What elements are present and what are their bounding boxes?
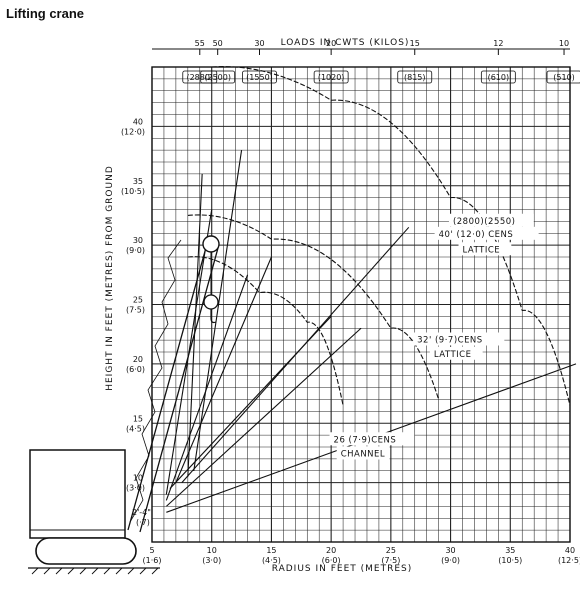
series-label: 32' (9·7)CENS <box>417 336 483 346</box>
series-label: CHANNEL <box>341 450 385 460</box>
series-label: 26 (7·9)CENS <box>334 435 397 445</box>
top-tick-box-label: (2880) <box>186 73 213 82</box>
top-axis-title: LOADS IN CWTS (KILOS) <box>281 38 410 48</box>
x-tick-sublabel: (4·5) <box>262 556 281 565</box>
top-tick-label: 30 <box>254 39 264 48</box>
top-tick-box <box>480 70 516 84</box>
x-tick-label: 10 <box>207 546 217 555</box>
x-tick-label: 15 <box>266 546 276 555</box>
mast-foot-label: 2'-4" <box>132 508 151 517</box>
x-tick-label: 25 <box>386 546 396 555</box>
top-tick-box <box>313 70 349 84</box>
x-tick-label: 40 <box>565 546 575 555</box>
ground-hatching <box>31 567 159 575</box>
x-tick-sublabel: (3·0) <box>202 556 221 565</box>
y-tick-label: 35 <box>133 177 143 186</box>
series-label: 40' (12·0) CENS <box>439 230 514 240</box>
series-label-bg <box>458 242 512 256</box>
top-tick-box <box>242 70 277 84</box>
series-label: LATTICE <box>434 350 472 360</box>
top-tick-box-label: (610) <box>488 73 510 82</box>
x-axis-title: RADIUS IN FEET (METRES) <box>272 564 413 574</box>
y-tick-sublabel: (6·0) <box>126 365 145 374</box>
top-tick-label: 12 <box>493 39 503 48</box>
series-arc <box>211 66 571 406</box>
top-tick-box-label: (815) <box>404 73 426 82</box>
x-tick-label: 20 <box>326 546 336 555</box>
x-tick-sublabel: (9·0) <box>441 556 460 565</box>
y-tick-label: 20 <box>133 355 143 364</box>
x-tick-label: 30 <box>445 546 455 555</box>
axis-ticks: 5(1·6)10(3·0)15(4·5)20(6·0)25(7·5)30(9·0… <box>121 39 580 565</box>
x-tick-sublabel: (12·5) <box>558 556 580 565</box>
jib-position-line <box>165 327 362 507</box>
series-label: LATTICE <box>463 245 501 255</box>
top-tick-box-label: (1550) <box>246 73 273 82</box>
y-axis-title: HEIGHT IN FEET (METRES) FROM GROUND <box>105 165 115 391</box>
top-tick-box-label: (1020) <box>318 73 345 82</box>
series-label-bg <box>429 346 483 360</box>
jib-lattice <box>129 239 182 523</box>
jib-head-sheave <box>202 235 220 253</box>
top-tick-label: 10 <box>559 39 569 48</box>
series-label-bg <box>448 213 534 227</box>
top-tick-box-label: (2500) <box>204 73 231 82</box>
y-tick-sublabel: (4·5) <box>126 424 145 433</box>
crane-illustration <box>28 235 220 575</box>
top-tick-box <box>397 70 433 84</box>
top-tick-box-label: (510) <box>553 73 575 82</box>
page-title: Lifting crane <box>6 6 85 21</box>
y-tick-sublabel: (10·5) <box>121 187 145 196</box>
x-tick-sublabel: (6·0) <box>322 556 341 565</box>
y-tick-sublabel: (3·0) <box>126 484 145 493</box>
top-tick-label: 20 <box>326 39 336 48</box>
series-arc <box>187 214 440 400</box>
crane-cab <box>29 449 126 539</box>
jib-position-line <box>175 256 272 483</box>
jib-position-line <box>181 226 410 483</box>
x-tick-sublabel: (7·5) <box>381 556 400 565</box>
hook-block <box>203 294 219 310</box>
y-tick-sublabel: (7·5) <box>126 306 145 315</box>
y-tick-sublabel: (12·0) <box>121 127 145 136</box>
jib-position-line <box>193 150 243 471</box>
x-tick-sublabel: (1·6) <box>143 556 162 565</box>
series-label-bg <box>434 226 539 240</box>
y-tick-sublabel: (9·0) <box>126 246 145 255</box>
series-label: (2800)(2550) <box>453 217 516 227</box>
crane-track <box>35 537 137 565</box>
series-labels: (2800)(2550) 40' (12·0) CENS LATTICE 32' (9… <box>329 213 539 460</box>
top-tick-label: 15 <box>410 39 420 48</box>
top-tick-box <box>200 70 236 84</box>
series-label-bg <box>336 446 390 460</box>
crane-jib <box>127 243 219 533</box>
hook <box>210 309 217 324</box>
mast-foot-sublabel: (·7) <box>136 518 150 527</box>
x-tick-sublabel: (10·5) <box>498 556 522 565</box>
series-arc <box>187 256 344 406</box>
jib-position-line <box>187 173 203 477</box>
series-curves <box>165 66 577 513</box>
y-tick-label: 30 <box>133 236 143 245</box>
top-tick-label: 55 <box>195 39 205 48</box>
y-tick-label: 40 <box>133 117 143 126</box>
top-tick-box <box>546 70 580 84</box>
y-tick-label: 15 <box>133 414 143 423</box>
jib-position-line <box>165 274 249 501</box>
series-label-bg <box>413 332 505 346</box>
plot-frame <box>151 66 571 543</box>
x-tick-label: 35 <box>505 546 515 555</box>
series-label-bg <box>329 432 415 446</box>
top-tick-box <box>182 70 218 84</box>
x-tick-label: 5 <box>149 546 154 555</box>
y-tick-label: 10 <box>133 474 143 483</box>
top-tick-label: 50 <box>213 39 223 48</box>
y-tick-label: 25 <box>133 296 143 305</box>
